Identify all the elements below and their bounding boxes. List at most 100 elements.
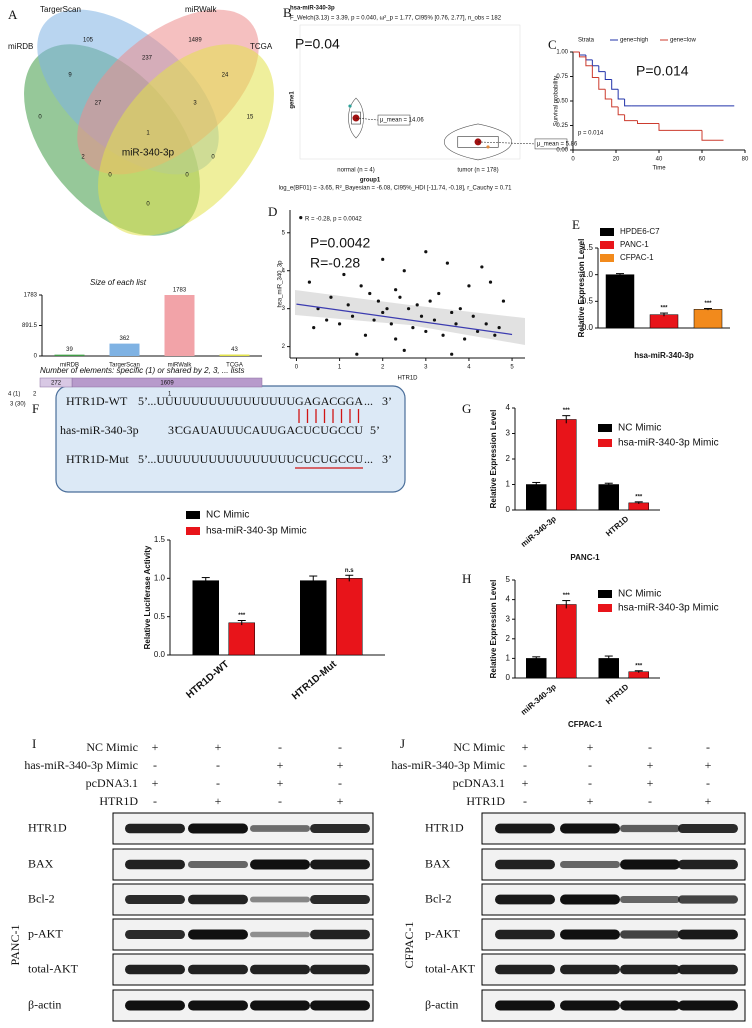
condition-sign: + [152, 776, 159, 790]
region-count: 1 [146, 131, 150, 137]
y-tick-label: 4 [506, 595, 511, 604]
condition-sign: + [522, 776, 529, 790]
x-tick-label: miRDB [60, 363, 79, 369]
annotation: P=0.04 [295, 36, 340, 52]
point [497, 326, 501, 330]
confidence-band [295, 290, 525, 345]
panel-letter: A [8, 7, 18, 22]
point [475, 329, 480, 334]
legend-swatch [600, 228, 614, 236]
x-tick-label: 40 [656, 157, 663, 163]
blot-band [310, 1000, 370, 1011]
point [419, 314, 424, 318]
point [463, 337, 467, 341]
condition-label: NC Mimic [453, 740, 505, 754]
survival-step [624, 99, 632, 107]
blot-band [125, 1000, 185, 1011]
sequence-end: 3’ [382, 394, 392, 408]
condition-sign: + [587, 740, 594, 754]
condition-sign: - [153, 758, 157, 772]
bar [336, 578, 363, 656]
point [376, 299, 380, 303]
condition-sign: + [337, 794, 344, 808]
region-count: 0 [185, 173, 189, 179]
survival-step [604, 89, 612, 100]
blot-band [495, 964, 555, 975]
blot-band [560, 894, 620, 905]
y-tick-label: 891.5 [22, 323, 38, 329]
panel-letter: H [462, 571, 471, 586]
legend-swatch [186, 511, 200, 519]
condition-sign: - [648, 740, 652, 754]
blot-band [188, 823, 248, 834]
y-tick-label: 2 [506, 634, 511, 643]
condition-sign: - [523, 758, 527, 772]
legend-swatch [598, 590, 612, 598]
blot-band [250, 825, 310, 832]
legend-swatch [186, 527, 200, 535]
annotation: R=-0.28 [310, 255, 360, 271]
point [398, 295, 402, 299]
blot-band [560, 861, 620, 868]
sequence-label: HTR1D-Mut [66, 452, 129, 466]
panel-letter: B [283, 5, 292, 20]
point [411, 326, 415, 330]
x-tick-label: 1 [338, 365, 342, 371]
x-tick-label: 5 [510, 365, 514, 371]
panel-letter: C [548, 37, 557, 52]
blot-band [495, 823, 555, 834]
significance: *** [635, 663, 643, 669]
band-label: Bcl-2 [425, 891, 452, 905]
y-tick-label: 5 [506, 575, 511, 584]
point [432, 318, 437, 322]
region-count: 3 [193, 101, 197, 107]
blot-band [188, 861, 248, 868]
point [363, 333, 368, 337]
survival-step [617, 89, 625, 100]
binding-site: GAGACGGA [295, 394, 363, 408]
point [381, 257, 385, 261]
legend-label: NC Mimic [618, 589, 661, 600]
point [346, 303, 350, 307]
survival-step [598, 77, 606, 90]
condition-sign: - [706, 740, 710, 754]
blot-band [250, 896, 310, 903]
point [488, 280, 493, 284]
x-tick-label: 4 [467, 365, 471, 371]
sequence-end: 3’ [168, 423, 178, 437]
point [299, 215, 303, 220]
sequence-end: 5’ [138, 394, 148, 408]
sequence-tail: ... [364, 452, 373, 466]
condition-label: pcDNA3.1 [453, 776, 505, 790]
panel-letter: I [32, 736, 36, 751]
x-tick-label: 3 [424, 365, 428, 371]
point [493, 333, 497, 337]
violin [348, 97, 364, 139]
bar [556, 419, 577, 511]
point [394, 288, 398, 292]
legend-label: NC Mimic [206, 510, 249, 521]
band-label: p-AKT [28, 926, 63, 940]
blot-band [560, 964, 620, 975]
survival-step [658, 123, 681, 131]
bar [628, 502, 649, 511]
y-tick-label: 2 [282, 344, 286, 350]
blot-band [560, 823, 620, 834]
point [402, 269, 406, 273]
survival-step [624, 114, 638, 122]
y-tick-label: 1 [506, 654, 511, 663]
point [445, 261, 449, 265]
blot-band [620, 896, 680, 903]
sequence-end: 5’ [370, 423, 380, 437]
point [450, 352, 454, 356]
segment-label: 1609 [160, 381, 174, 387]
survival-step [611, 79, 619, 90]
y-tick-label: 0.00 [556, 148, 568, 154]
x-tick-label: TargerScan [109, 363, 140, 369]
blot-band [310, 964, 370, 975]
y-tick-label: 0.50 [556, 99, 568, 105]
blot-band [310, 823, 370, 834]
legend-label: hsa-miR-340-3p Mimic [618, 438, 719, 449]
condition-sign: - [278, 794, 282, 808]
blot-band [620, 1000, 680, 1011]
